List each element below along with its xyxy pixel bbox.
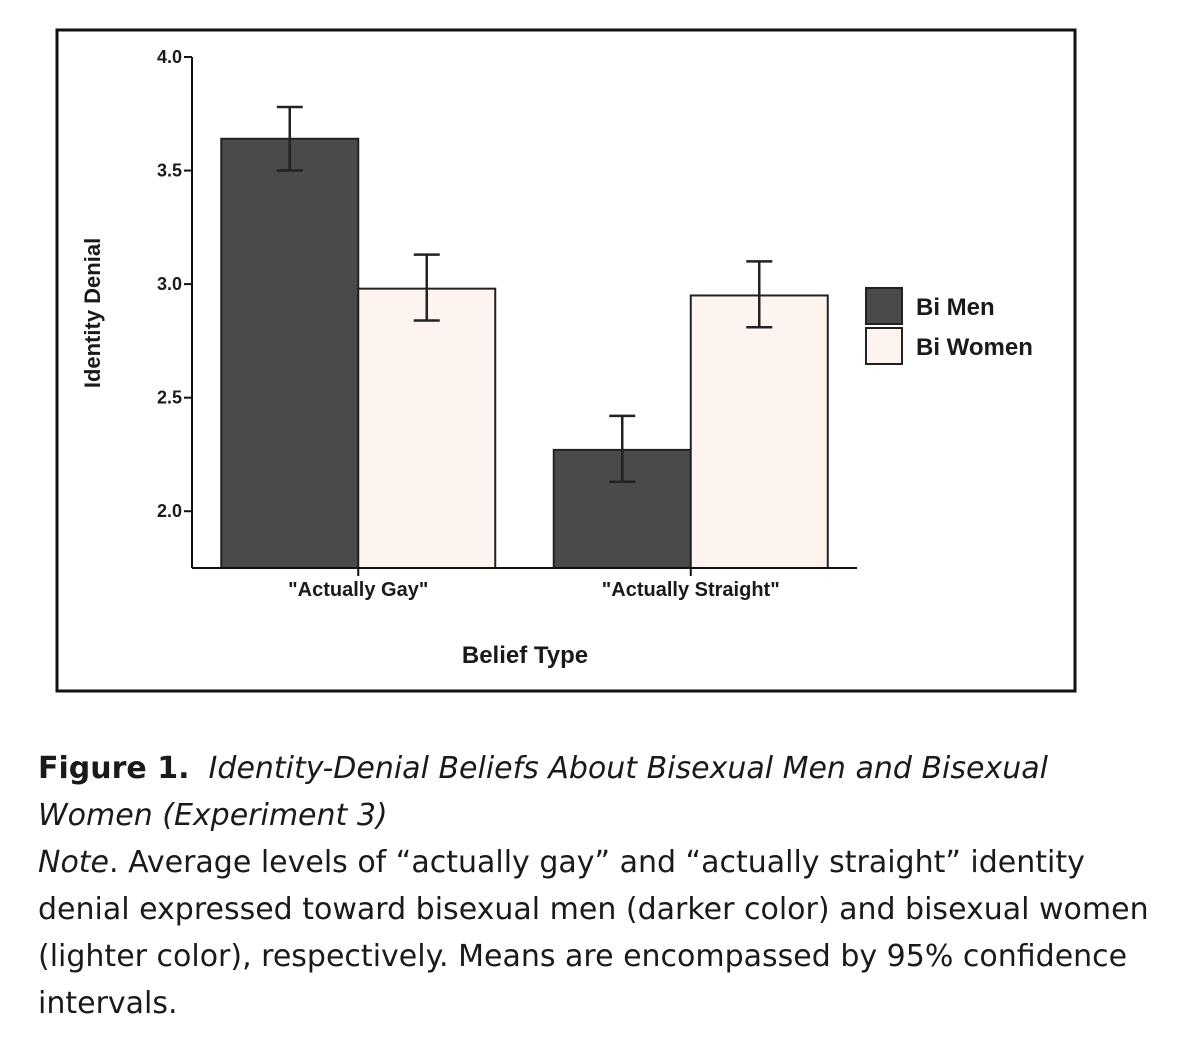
figure-caption: Figure 1. Identity-Denial Beliefs About …	[38, 745, 1168, 1027]
note-text: . Average levels of “actually gay” and “…	[38, 845, 1149, 1021]
bars	[220, 137, 829, 569]
bar-chart: 2.02.53.03.54.0 "Actually Gay" "Actually …	[55, 28, 1077, 693]
bar	[689, 294, 829, 569]
chart-figure: 2.0 2.5 3.0 3.5 4.0 "Actually Gay" "Actually …	[55, 28, 1077, 693]
y-tick-label: 3.0	[157, 274, 182, 294]
legend-label: Bi Men	[916, 294, 995, 321]
y-tick-label: 2.0	[157, 501, 182, 521]
x-tick-label: "Actually Straight"	[602, 579, 780, 601]
figure-title: Identity-Denial Beliefs About Bisexual M…	[38, 751, 1048, 833]
y-axis-label: Identity Denial	[80, 238, 105, 388]
x-axis-label: Belief Type	[462, 642, 588, 669]
legend-label: Bi Women	[916, 334, 1033, 361]
chart-border	[55, 28, 1077, 693]
x-axis-ticks: "Actually Gay" "Actually Straight"	[288, 568, 780, 601]
legend: Bi Men Bi Women	[865, 287, 1033, 365]
bar	[357, 287, 497, 569]
legend-swatch	[865, 327, 903, 365]
error-bars	[276, 105, 773, 483]
x-tick-label: "Actually Gay"	[288, 579, 428, 601]
bar	[220, 137, 360, 569]
y-tick-label: 4.0	[157, 47, 182, 67]
figure-label: Figure 1.	[38, 751, 190, 786]
y-tick-label: 3.5	[157, 161, 182, 181]
legend-swatch	[865, 287, 903, 325]
y-tick-label: 2.5	[157, 388, 182, 408]
y-axis-ticks: 2.0 2.5 3.0 3.5 4.0	[157, 47, 192, 521]
note-label: Note	[38, 845, 110, 880]
